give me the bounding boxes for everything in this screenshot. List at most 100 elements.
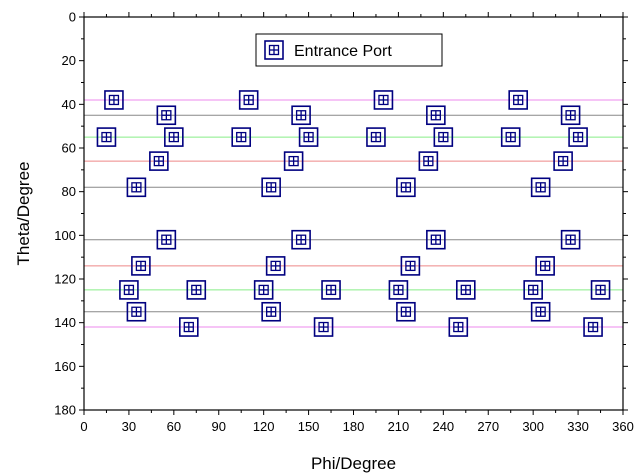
data-point bbox=[126, 301, 147, 322]
y-tick-label: 80 bbox=[62, 184, 76, 199]
data-point bbox=[186, 280, 207, 300]
data-point bbox=[261, 177, 281, 198]
marker-outer-square bbox=[455, 280, 476, 300]
data-point bbox=[265, 256, 286, 276]
legend-marker-symbol bbox=[264, 40, 284, 60]
marker-outer-square bbox=[396, 301, 416, 322]
marker-outer-square bbox=[500, 127, 521, 147]
data-point bbox=[508, 90, 528, 110]
y-tick-label: 60 bbox=[62, 141, 76, 156]
data-point bbox=[321, 280, 341, 300]
data-point bbox=[238, 90, 259, 110]
data-point bbox=[433, 127, 454, 147]
marker-outer-square bbox=[568, 127, 588, 147]
marker-outer-square bbox=[583, 317, 603, 337]
marker-outer-square bbox=[283, 151, 304, 171]
marker-outer-square bbox=[508, 90, 528, 110]
marker-outer-square bbox=[433, 127, 454, 147]
x-tick-label: 180 bbox=[343, 419, 365, 434]
marker-outer-square bbox=[560, 229, 581, 250]
marker-outer-square bbox=[523, 280, 543, 300]
data-point bbox=[126, 177, 147, 198]
plot-frame bbox=[83, 16, 624, 411]
marker-outer-square bbox=[131, 256, 151, 276]
data-point bbox=[156, 105, 177, 126]
marker-outer-square bbox=[590, 280, 611, 300]
x-tick-label: 360 bbox=[612, 419, 634, 434]
data-point bbox=[568, 127, 588, 147]
data-point bbox=[396, 301, 416, 322]
data-point bbox=[583, 317, 603, 337]
data-point bbox=[560, 105, 581, 126]
y-axis-title: Theta/Degree bbox=[14, 162, 33, 266]
marker-outer-square bbox=[156, 105, 177, 126]
data-point bbox=[283, 151, 304, 171]
marker-outer-square bbox=[448, 317, 469, 337]
plot-area-border bbox=[83, 16, 624, 411]
marker-outer-square bbox=[126, 301, 147, 322]
data-point bbox=[530, 177, 551, 198]
x-tick-label: 120 bbox=[253, 419, 275, 434]
data-point bbox=[119, 280, 139, 300]
marker-outer-square bbox=[530, 301, 551, 322]
marker-outer-square bbox=[291, 229, 311, 250]
marker-outer-square bbox=[373, 90, 394, 110]
data-point bbox=[455, 280, 476, 300]
x-tick-label: 210 bbox=[388, 419, 410, 434]
marker-outer-square bbox=[119, 280, 139, 300]
y-tick-label: 0 bbox=[69, 10, 76, 25]
data-point bbox=[426, 229, 446, 250]
y-axis: 0 20 40 60 80 100 120 140 160 180 bbox=[54, 10, 628, 418]
data-point bbox=[291, 105, 311, 126]
marker-outer-square bbox=[156, 229, 177, 250]
data-point bbox=[553, 151, 573, 171]
legend-label: Entrance Port bbox=[294, 43, 392, 60]
marker-outer-square bbox=[264, 40, 284, 60]
x-axis: 0 30 60 90 120 150 180 210 240 270 300 330 360 bbox=[80, 12, 634, 434]
x-axis-title: Phi/Degree bbox=[311, 454, 396, 473]
x-tick-label: 90 bbox=[212, 419, 226, 434]
data-point bbox=[298, 127, 319, 147]
y-tick-label: 40 bbox=[62, 97, 76, 112]
marker-outer-square bbox=[261, 177, 281, 198]
marker-outer-square bbox=[553, 151, 573, 171]
data-point bbox=[426, 105, 446, 126]
y-tick-label: 120 bbox=[54, 272, 76, 287]
y-tick-label: 140 bbox=[54, 315, 76, 330]
marker-outer-square bbox=[560, 105, 581, 126]
marker-outer-square bbox=[535, 256, 555, 276]
marker-outer-square bbox=[291, 105, 311, 126]
marker-outer-square bbox=[400, 256, 421, 276]
y-tick-label: 100 bbox=[54, 228, 76, 243]
data-point bbox=[164, 127, 184, 147]
marker-outer-square bbox=[321, 280, 341, 300]
data-point bbox=[231, 127, 252, 147]
data-point bbox=[448, 317, 469, 337]
data-point bbox=[535, 256, 555, 276]
marker-outer-square bbox=[426, 105, 446, 126]
data-point bbox=[291, 229, 311, 250]
data-point bbox=[500, 127, 521, 147]
data-point bbox=[149, 151, 169, 171]
x-tick-label: 30 bbox=[122, 419, 136, 434]
marker-outer-square bbox=[253, 280, 274, 300]
marker-outer-square bbox=[530, 177, 551, 198]
data-point bbox=[523, 280, 543, 300]
data-point bbox=[179, 317, 199, 337]
marker-outer-square bbox=[104, 90, 124, 110]
data-markers bbox=[96, 90, 611, 337]
data-point bbox=[530, 301, 551, 322]
data-point bbox=[400, 256, 421, 276]
data-point bbox=[388, 280, 409, 300]
marker-outer-square bbox=[231, 127, 252, 147]
marker-outer-square bbox=[418, 151, 439, 171]
y-tick-label: 20 bbox=[62, 53, 76, 68]
data-point bbox=[156, 229, 177, 250]
marker-outer-square bbox=[388, 280, 409, 300]
marker-outer-square bbox=[96, 127, 117, 147]
data-point bbox=[590, 280, 611, 300]
marker-outer-square bbox=[313, 317, 334, 337]
y-tick-label: 160 bbox=[54, 359, 76, 374]
